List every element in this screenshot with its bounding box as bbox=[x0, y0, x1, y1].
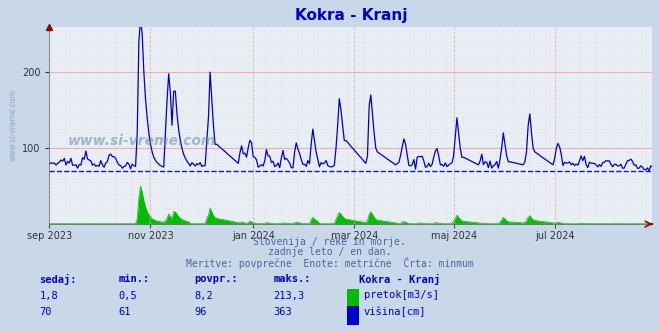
Text: 8,2: 8,2 bbox=[194, 290, 213, 300]
Text: Slovenija / reke in morje.: Slovenija / reke in morje. bbox=[253, 237, 406, 247]
Text: 213,3: 213,3 bbox=[273, 290, 304, 300]
Title: Kokra - Kranj: Kokra - Kranj bbox=[295, 8, 407, 23]
Text: 363: 363 bbox=[273, 307, 292, 317]
Text: 1,8: 1,8 bbox=[40, 290, 58, 300]
Text: www.si-vreme.com: www.si-vreme.com bbox=[9, 89, 18, 161]
Text: 96: 96 bbox=[194, 307, 207, 317]
Text: min.:: min.: bbox=[119, 274, 150, 284]
Text: 70: 70 bbox=[40, 307, 52, 317]
Text: povpr.:: povpr.: bbox=[194, 274, 238, 284]
Text: sedaj:: sedaj: bbox=[40, 274, 77, 285]
Text: zadnje leto / en dan.: zadnje leto / en dan. bbox=[268, 247, 391, 257]
Text: Kokra - Kranj: Kokra - Kranj bbox=[359, 274, 440, 285]
Text: 0,5: 0,5 bbox=[119, 290, 137, 300]
Text: maks.:: maks.: bbox=[273, 274, 311, 284]
Text: pretok[m3/s]: pretok[m3/s] bbox=[364, 290, 439, 300]
Text: 61: 61 bbox=[119, 307, 131, 317]
Text: višina[cm]: višina[cm] bbox=[364, 307, 426, 317]
Text: www.si-vreme.com: www.si-vreme.com bbox=[67, 134, 216, 148]
Text: Meritve: povprečne  Enote: metrične  Črta: minmum: Meritve: povprečne Enote: metrične Črta:… bbox=[186, 257, 473, 269]
